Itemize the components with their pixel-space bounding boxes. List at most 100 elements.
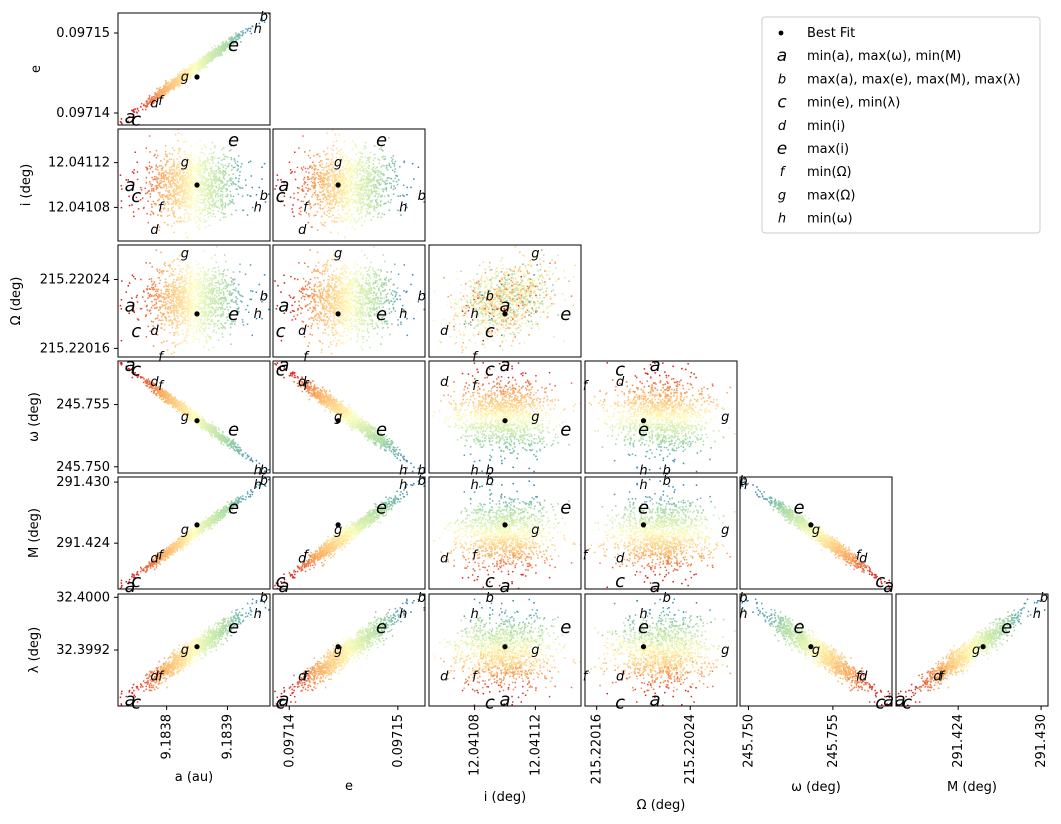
marker-a: a (278, 175, 289, 196)
scatter-point (364, 195, 367, 197)
scatter-point (344, 160, 346, 162)
scatter-point (230, 182, 232, 185)
scatter-point (214, 282, 217, 284)
scatter-point (177, 315, 179, 318)
scatter-point (356, 174, 359, 176)
scatter-point (213, 177, 215, 180)
scatter-point (154, 288, 156, 291)
scatter-point (161, 176, 163, 178)
scatter-point (234, 183, 236, 185)
scatter-point (218, 187, 221, 190)
scatter-point (190, 196, 192, 198)
scatter-point (184, 164, 186, 166)
scatter-point (196, 330, 198, 332)
scatter-point (230, 149, 232, 151)
scatter-point (158, 282, 161, 284)
scatter-point (186, 168, 188, 170)
scatter-point (213, 204, 215, 206)
scatter-point (186, 201, 189, 203)
scatter-point (294, 171, 296, 173)
scatter-point (184, 68, 186, 71)
scatter-point (176, 323, 179, 326)
scatter-point (324, 173, 327, 176)
scatter-point (232, 181, 234, 183)
scatter-point (348, 216, 350, 218)
scatter-point (337, 217, 339, 219)
scatter-point (149, 151, 151, 153)
scatter-point (385, 187, 387, 189)
scatter-point (175, 78, 178, 81)
scatter-point (183, 165, 185, 168)
scatter-point (327, 185, 329, 187)
scatter-point (215, 290, 218, 292)
scatter-point (165, 196, 167, 198)
scatter-point (397, 195, 399, 197)
scatter-point (346, 184, 348, 186)
scatter-point (188, 300, 190, 302)
scatter-point (179, 170, 181, 172)
scatter-point (348, 180, 350, 182)
scatter-point (378, 159, 381, 161)
scatter-point (164, 278, 167, 280)
scatter-point (193, 156, 196, 158)
scatter-point (203, 189, 206, 192)
scatter-point (140, 102, 143, 105)
scatter-point (188, 206, 190, 208)
scatter-point (166, 187, 168, 189)
scatter-point (340, 216, 342, 219)
scatter-point (214, 285, 217, 287)
scatter-point (331, 178, 333, 180)
scatter-point (344, 194, 346, 196)
scatter-point (177, 86, 180, 88)
scatter-point (362, 177, 364, 179)
scatter-point (323, 184, 325, 186)
scatter-point (212, 57, 215, 59)
scatter-point (182, 294, 185, 296)
scatter-point (373, 176, 376, 179)
scatter-point (341, 154, 344, 156)
scatter-point (223, 147, 225, 149)
scatter-point (357, 207, 359, 209)
scatter-point (212, 56, 215, 58)
scatter-point (317, 169, 319, 171)
scatter-point (191, 170, 194, 172)
scatter-point (345, 227, 347, 229)
scatter-point (206, 188, 208, 191)
scatter-point (264, 13, 267, 15)
scatter-point (346, 199, 348, 202)
scatter-point (180, 204, 182, 206)
scatter-point (217, 50, 220, 53)
scatter-point (203, 66, 206, 68)
scatter-point (225, 167, 227, 170)
scatter-point (204, 310, 207, 312)
scatter-point (196, 193, 198, 196)
scatter-point (313, 204, 315, 206)
scatter-point (188, 69, 190, 72)
scatter-point (163, 200, 165, 203)
scatter-point (222, 270, 225, 272)
scatter-point (170, 158, 173, 160)
scatter-point (344, 179, 347, 182)
scatter-point (167, 306, 169, 309)
scatter-point (378, 193, 380, 196)
scatter-point (317, 195, 320, 197)
scatter-point (184, 209, 187, 211)
scatter-point (189, 186, 192, 188)
scatter-point (203, 144, 206, 146)
scatter-point (249, 298, 251, 301)
scatter-point (165, 307, 167, 310)
scatter-point (193, 282, 195, 285)
scatter-point (374, 172, 376, 174)
scatter-point (173, 189, 175, 192)
scatter-point (197, 288, 199, 290)
scatter-point (307, 176, 309, 179)
scatter-point (362, 169, 364, 171)
scatter-point (173, 332, 175, 334)
scatter-point (168, 83, 171, 85)
scatter-point (192, 332, 194, 334)
scatter-point (195, 72, 198, 74)
scatter-point (316, 229, 319, 231)
scatter-point (356, 170, 359, 172)
scatter-point (158, 295, 160, 297)
scatter-point (199, 69, 201, 72)
